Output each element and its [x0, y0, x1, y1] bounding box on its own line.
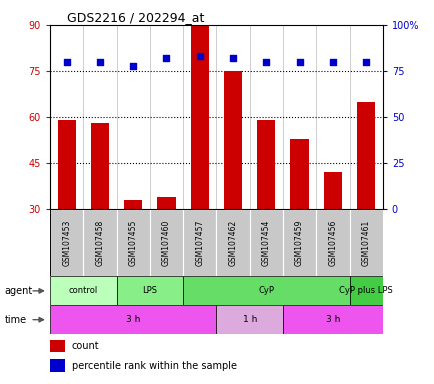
Point	[129, 63, 136, 69]
Bar	[157, 197, 175, 209]
Bar	[50, 339, 65, 352]
Bar	[83, 209, 116, 276]
Bar	[50, 359, 65, 372]
Bar	[283, 305, 382, 334]
Bar	[216, 209, 249, 276]
Bar	[256, 120, 275, 209]
Bar	[50, 276, 116, 305]
Text: GSM107459: GSM107459	[294, 220, 303, 266]
Text: LPS: LPS	[142, 286, 157, 295]
Bar	[349, 276, 382, 305]
Point	[329, 59, 335, 65]
Text: GDS2216 / 202294_at: GDS2216 / 202294_at	[66, 11, 204, 24]
Bar	[249, 209, 283, 276]
Text: GSM107455: GSM107455	[128, 220, 138, 266]
Text: GSM107461: GSM107461	[361, 220, 370, 266]
Bar	[224, 71, 242, 209]
Bar	[57, 120, 76, 209]
Bar	[116, 276, 183, 305]
Point	[96, 59, 103, 65]
Bar	[149, 209, 183, 276]
Text: 3 h: 3 h	[325, 315, 339, 324]
Point	[362, 59, 369, 65]
Bar	[316, 209, 349, 276]
Point	[296, 59, 302, 65]
Bar	[190, 25, 208, 209]
Bar	[50, 209, 83, 276]
Bar	[283, 209, 316, 276]
Point	[196, 53, 203, 60]
Bar	[216, 305, 283, 334]
Bar	[349, 209, 382, 276]
Point	[229, 55, 236, 61]
Text: GSM107453: GSM107453	[62, 220, 71, 266]
Text: GSM107458: GSM107458	[95, 220, 104, 266]
Bar	[323, 172, 341, 209]
Text: GSM107456: GSM107456	[328, 220, 337, 266]
Text: 3 h: 3 h	[126, 315, 140, 324]
Bar	[183, 276, 349, 305]
Text: GSM107460: GSM107460	[161, 220, 171, 266]
Text: time: time	[4, 314, 26, 325]
Text: CyP: CyP	[258, 286, 274, 295]
Text: 1 h: 1 h	[242, 315, 256, 324]
Text: GSM107462: GSM107462	[228, 220, 237, 266]
Bar	[91, 123, 109, 209]
Bar	[50, 305, 216, 334]
Point	[163, 55, 170, 61]
Text: count: count	[72, 341, 99, 351]
Text: control: control	[69, 286, 98, 295]
Bar	[124, 200, 142, 209]
Point	[63, 59, 70, 65]
Bar	[290, 139, 308, 209]
Text: percentile rank within the sample: percentile rank within the sample	[72, 361, 236, 371]
Point	[262, 59, 269, 65]
Text: agent: agent	[4, 286, 33, 296]
Text: GSM107457: GSM107457	[195, 220, 204, 266]
Bar	[116, 209, 149, 276]
Text: CyP plus LPS: CyP plus LPS	[339, 286, 392, 295]
Bar	[356, 102, 375, 209]
Text: GSM107454: GSM107454	[261, 220, 270, 266]
Bar	[183, 209, 216, 276]
